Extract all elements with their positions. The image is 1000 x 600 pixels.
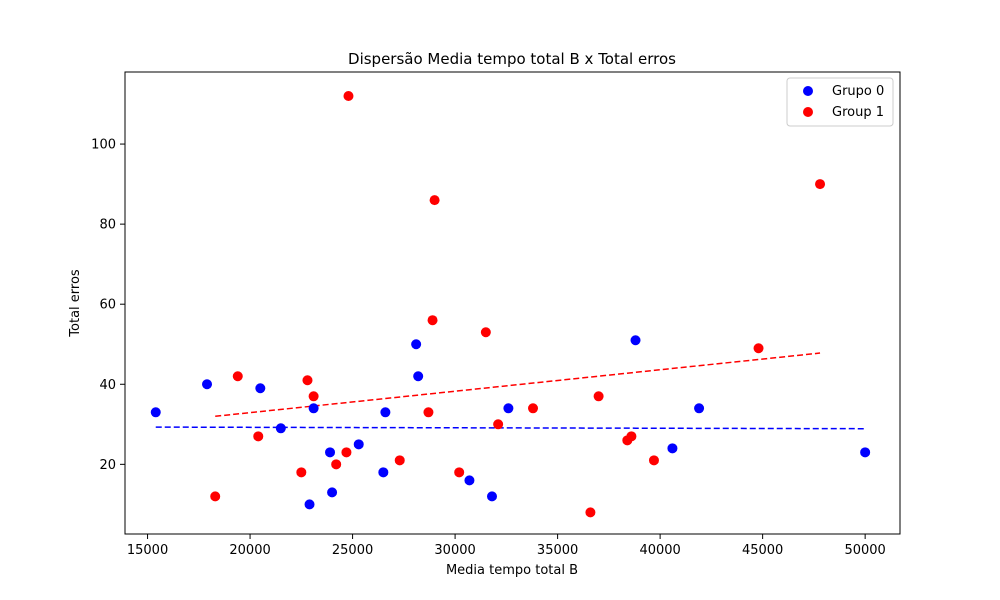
data-point-grupo-0	[378, 467, 389, 478]
data-point-group-1	[454, 467, 465, 478]
data-point-group-1	[302, 375, 313, 386]
data-point-grupo-0	[353, 439, 364, 450]
data-point-grupo-0	[327, 487, 338, 498]
data-point-group-1	[343, 91, 354, 102]
data-point-group-1	[753, 343, 764, 354]
legend-label-group-1: Group 1	[832, 105, 884, 120]
y-tick-label: 80	[99, 218, 116, 233]
x-axis-ticks: 15000 20000 25000 30000 35000 40000 45000 50000	[127, 534, 886, 558]
legend-marker-group-1	[803, 107, 813, 117]
x-tick-label: 30000	[434, 543, 475, 558]
data-point-grupo-0	[667, 443, 678, 454]
data-point-grupo-0	[275, 423, 286, 434]
x-tick-label: 45000	[742, 543, 783, 558]
legend-box	[786, 77, 894, 127]
x-tick-label: 35000	[537, 543, 578, 558]
data-point-grupo-0	[486, 491, 497, 502]
data-point-grupo-0	[255, 383, 266, 394]
data-point-group-1	[528, 403, 539, 414]
data-point-group-1	[427, 315, 438, 326]
x-axis-label: Media tempo total B	[446, 563, 578, 578]
x-tick-label: 15000	[127, 543, 168, 558]
data-point-group-1	[648, 455, 659, 466]
data-point-grupo-0	[411, 339, 422, 350]
x-tick-label: 50000	[844, 543, 885, 558]
plot-frame	[124, 71, 901, 535]
legend-label-grupo-0: Grupo 0	[832, 84, 884, 99]
data-point-group-1	[394, 455, 405, 466]
data-point-group-1	[480, 327, 491, 338]
y-tick-label: 100	[91, 138, 116, 153]
data-point-group-1	[331, 459, 342, 470]
y-axis-ticks: 20 40 60 80 100	[91, 138, 125, 473]
x-tick-label: 20000	[229, 543, 270, 558]
data-point-group-1	[296, 467, 307, 478]
data-point-group-1	[815, 179, 826, 190]
data-point-group-1	[493, 419, 504, 430]
data-point-grupo-0	[503, 403, 514, 414]
x-tick-label: 25000	[332, 543, 373, 558]
data-point-grupo-0	[304, 499, 315, 510]
data-point-group-1	[429, 195, 440, 206]
legend: Grupo 0 Group 1	[786, 77, 894, 127]
data-points	[150, 91, 871, 518]
data-point-group-1	[232, 371, 243, 382]
data-point-grupo-0	[380, 407, 391, 418]
data-point-grupo-0	[325, 447, 336, 458]
data-point-grupo-0	[630, 335, 641, 346]
data-point-group-1	[423, 407, 434, 418]
chart-title: Dispersão Media tempo total B x Total er…	[348, 50, 676, 68]
data-point-grupo-0	[150, 407, 161, 418]
legend-marker-grupo-0	[803, 86, 813, 96]
data-point-grupo-0	[464, 475, 475, 486]
data-point-group-1	[341, 447, 352, 458]
y-tick-label: 60	[99, 298, 116, 313]
data-point-group-1	[308, 391, 319, 402]
data-point-grupo-0	[308, 403, 319, 414]
data-point-group-1	[626, 431, 637, 442]
data-point-group-1	[253, 431, 264, 442]
y-tick-label: 20	[99, 458, 116, 473]
y-tick-label: 40	[99, 378, 116, 393]
data-point-grupo-0	[694, 403, 705, 414]
x-tick-label: 40000	[639, 543, 680, 558]
data-point-grupo-0	[413, 371, 424, 382]
trend-line-grupo-0	[155, 426, 866, 430]
data-point-group-1	[585, 507, 596, 518]
data-point-group-1	[210, 491, 221, 502]
data-point-group-1	[593, 391, 604, 402]
data-point-grupo-0	[860, 447, 871, 458]
y-axis-label: Total erros	[68, 269, 83, 338]
data-point-grupo-0	[202, 379, 213, 390]
